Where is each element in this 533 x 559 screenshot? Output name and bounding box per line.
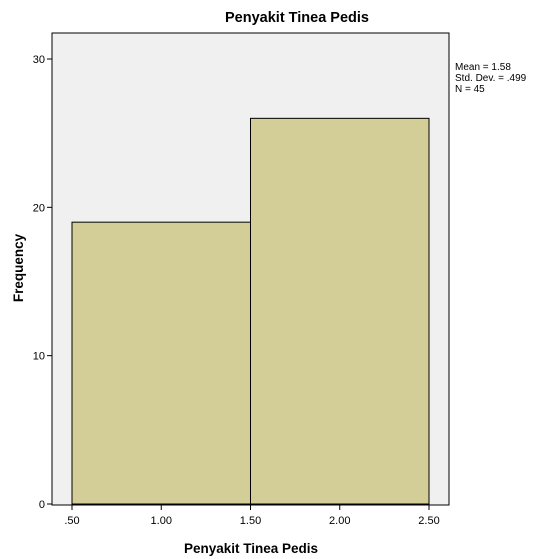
y-tick-label: 20 bbox=[33, 202, 45, 214]
stats-line: Std. Dev. = .499 bbox=[455, 73, 527, 84]
histogram-bar-2 bbox=[250, 117, 430, 505]
x-tick-label: 2.00 bbox=[329, 515, 350, 527]
x-tick-label: 2.50 bbox=[418, 515, 439, 527]
x-tick-label: .50 bbox=[64, 515, 79, 527]
x-tick-label: 1.00 bbox=[151, 515, 172, 527]
axes-group: 0 10 20 30 .50 1.00 1.50 2.00 2.50 bbox=[33, 33, 449, 527]
histogram-bar-1 bbox=[71, 221, 251, 505]
x-tick-label: 1.50 bbox=[240, 515, 261, 527]
y-tick-label: 30 bbox=[33, 54, 45, 66]
stats-line: Mean = 1.58 bbox=[455, 62, 511, 73]
y-tick-label: 10 bbox=[33, 351, 45, 363]
chart-title: Penyakit Tinea Pedis bbox=[225, 10, 369, 26]
stats-line: N = 45 bbox=[455, 84, 485, 95]
y-tick-label: 0 bbox=[39, 499, 45, 511]
x-axis-title: Penyakit Tinea Pedis bbox=[184, 541, 318, 556]
y-axis-title: Frequency bbox=[11, 233, 26, 302]
bars-group bbox=[71, 117, 430, 505]
